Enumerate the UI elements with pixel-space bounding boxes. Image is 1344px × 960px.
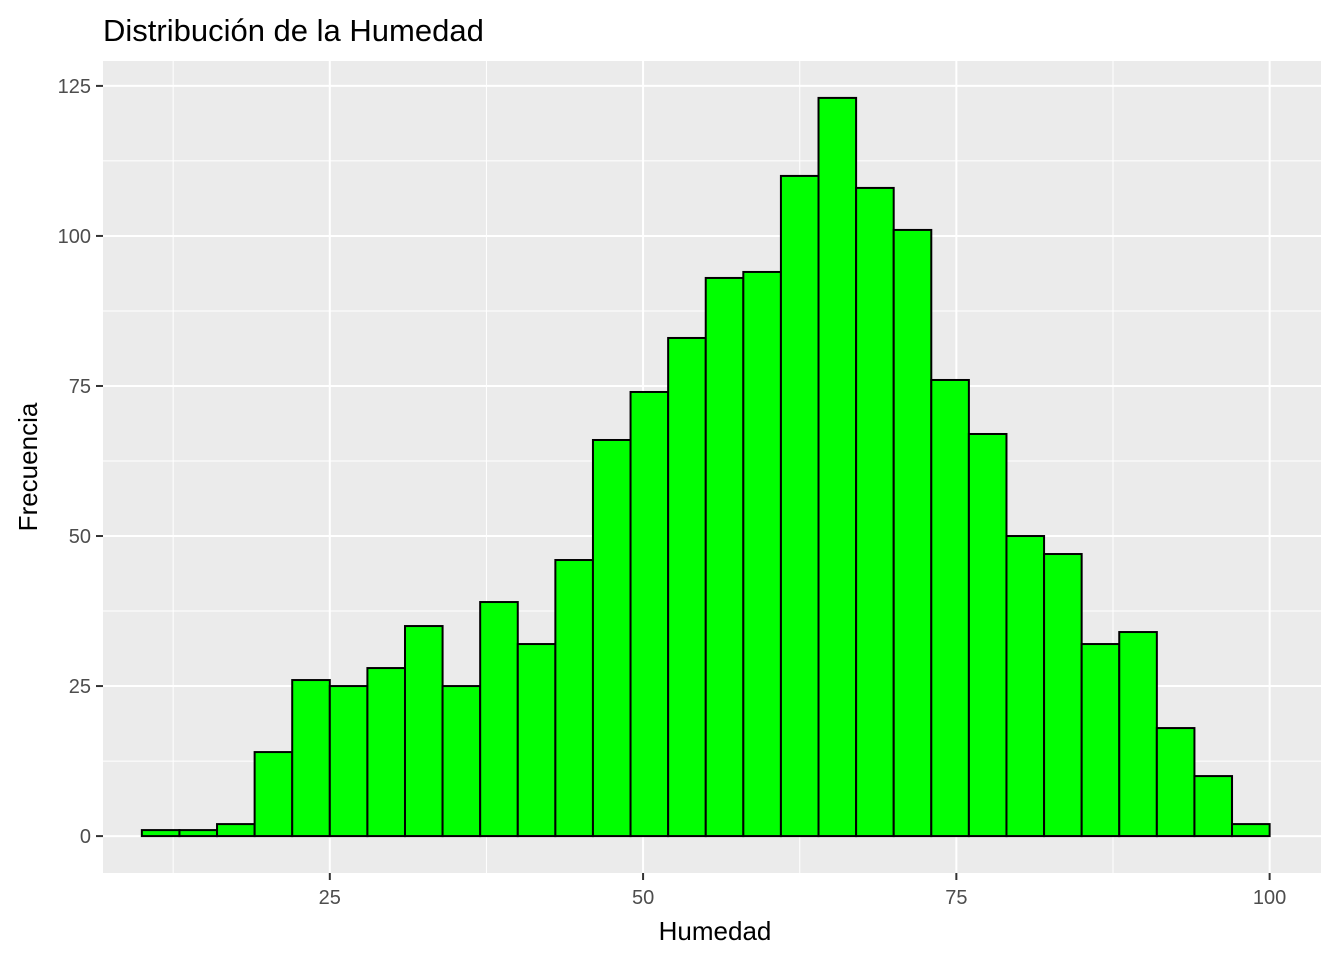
histogram-bar: [516, 643, 557, 838]
x-axis: 25 50 75 100: [319, 873, 1286, 909]
x-tick-label: 100: [1253, 887, 1286, 909]
histogram-bar: [366, 667, 406, 838]
histogram-bar: [591, 438, 632, 838]
x-tick-label: 50: [632, 887, 654, 909]
histogram-bar: [441, 685, 482, 838]
x-tick-label: 25: [319, 887, 341, 909]
histogram-bar: [855, 186, 895, 838]
histogram-bar: [554, 559, 594, 838]
y-tick-label: 50: [69, 526, 91, 548]
histogram-bar: [1155, 727, 1196, 838]
histogram-bar: [1231, 823, 1271, 838]
y-tick-label: 125: [58, 76, 91, 98]
histogram-bar: [817, 96, 858, 838]
histogram-bar: [930, 378, 970, 838]
chart-title: Distribución de la Humedad: [103, 13, 484, 48]
y-axis-title: Frecuencia: [13, 402, 43, 531]
x-tick-label: 75: [945, 887, 967, 909]
histogram-bar: [328, 685, 369, 838]
histogram-bar: [178, 829, 219, 838]
histogram-bar: [253, 751, 294, 838]
y-tick-label: 25: [69, 676, 91, 698]
y-tick-label: 0: [80, 826, 91, 848]
histogram-bar: [291, 679, 331, 838]
y-tick-label: 100: [58, 226, 91, 248]
histogram-bar: [1005, 535, 1046, 838]
histogram-bar: [779, 174, 820, 838]
histogram-bars: [140, 96, 1271, 838]
histogram-bar: [1193, 775, 1234, 838]
histogram-bar: [140, 829, 181, 838]
histogram-bar: [629, 390, 670, 838]
histogram-bar: [967, 432, 1008, 838]
histogram-bar: [479, 601, 519, 838]
x-axis-title: Humedad: [659, 916, 772, 946]
histogram-bar: [1080, 643, 1121, 838]
y-axis: 0 25 50 75 100 125: [58, 76, 103, 848]
histogram-bar: [1118, 631, 1158, 838]
histogram-bar: [704, 276, 745, 838]
histogram-bar: [742, 270, 782, 838]
histogram-bar: [216, 823, 256, 838]
histogram-bar: [667, 336, 707, 838]
histogram-bar: [403, 625, 444, 838]
histogram-bar: [1043, 553, 1083, 838]
histogram-bar: [892, 228, 933, 838]
y-tick-label: 75: [69, 376, 91, 398]
